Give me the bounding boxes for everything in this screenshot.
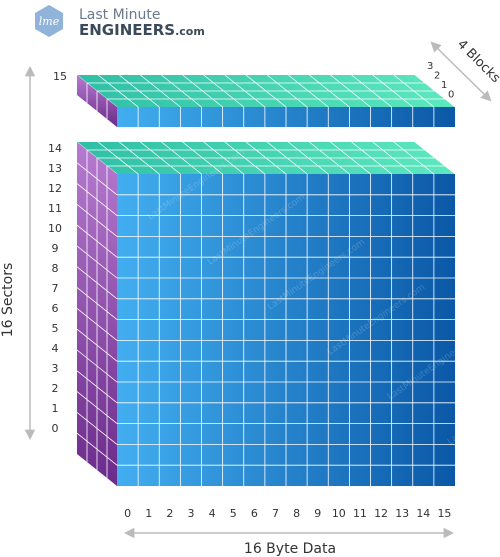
- byte-number: 12: [374, 507, 388, 520]
- sector-number: 7: [52, 282, 59, 295]
- block-number: 1: [441, 80, 447, 91]
- cube-layer: [76, 74, 456, 486]
- byte-number: 2: [166, 507, 173, 520]
- sector-number: 8: [52, 262, 59, 275]
- sector-number: 5: [52, 322, 59, 335]
- logo-text-suffix: .com: [175, 25, 205, 38]
- block-number: 2: [434, 71, 440, 82]
- byte-number: 3: [187, 507, 194, 520]
- sector-number: 13: [48, 162, 62, 175]
- logo[interactable]: lme Last Minute ENGINEERS.com: [33, 4, 205, 40]
- sector-number: 1: [52, 402, 59, 415]
- byte-number: 6: [251, 507, 258, 520]
- sector-number: 12: [48, 182, 62, 195]
- byte-number: 7: [272, 507, 279, 520]
- byte-number: 15: [437, 507, 451, 520]
- lme-logo-icon: lme: [35, 5, 63, 37]
- block-number: 0: [448, 90, 454, 101]
- sector-number: 10: [48, 222, 62, 235]
- sector-number: 3: [52, 362, 59, 375]
- sector-number: 0: [52, 422, 59, 435]
- sector-number: 14: [48, 142, 62, 155]
- blocks-arrow: [430, 41, 492, 102]
- blocks-label: 4 Blocks: [454, 37, 500, 86]
- byte-number: 13: [395, 507, 409, 520]
- block-number: 3: [427, 61, 433, 72]
- byte-number: 5: [230, 507, 237, 520]
- byte-number: 0: [124, 507, 131, 520]
- logo-mark-text: lme: [39, 15, 60, 28]
- byte-number: 8: [293, 507, 300, 520]
- byte-number: 10: [332, 507, 346, 520]
- sector-number: 4: [52, 342, 59, 355]
- logo-text-line2: ENGINEERS.com: [79, 21, 205, 39]
- sectors-0-14-block: [76, 141, 456, 486]
- sector-number: 11: [48, 202, 62, 215]
- sector-number: 15: [53, 70, 67, 83]
- byte-number: 11: [353, 507, 367, 520]
- sector-number: 9: [52, 242, 59, 255]
- byte-number: 14: [416, 507, 430, 520]
- bytes-label: 16 Byte Data: [244, 541, 336, 557]
- byte-number: 4: [209, 507, 216, 520]
- sector-15-block: [76, 74, 456, 127]
- byte-number: 9: [314, 507, 321, 520]
- sector-number: 2: [52, 382, 59, 395]
- sectors-label: 16 Sectors: [0, 263, 16, 338]
- logo-text-line1: Last Minute: [79, 7, 161, 23]
- sector-number: 6: [52, 302, 59, 315]
- logo-text-engineers: ENGINEERS: [79, 21, 176, 39]
- byte-number: 1: [145, 507, 152, 520]
